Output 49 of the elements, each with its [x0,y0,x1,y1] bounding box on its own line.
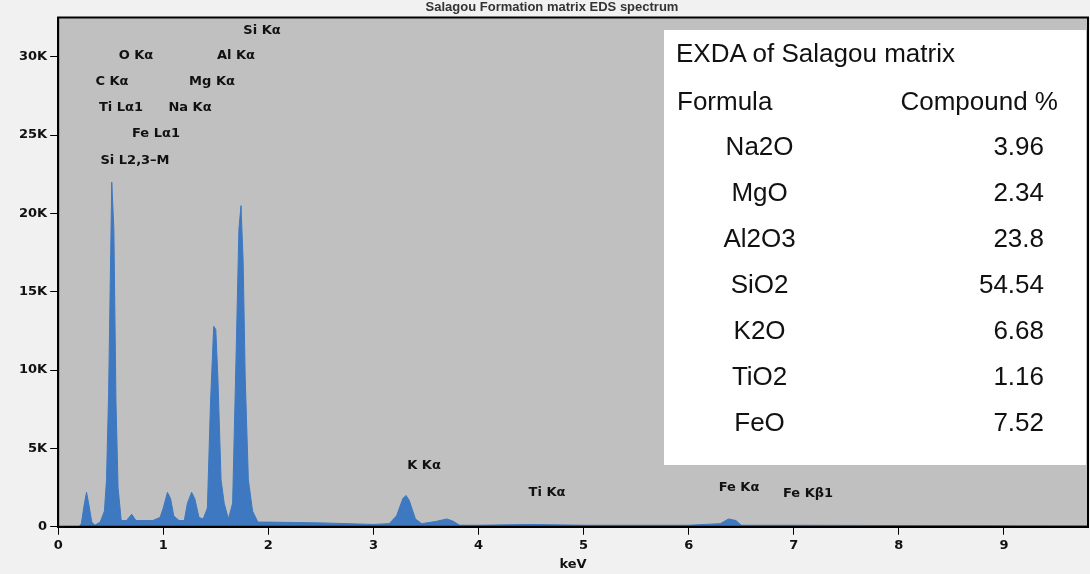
y-tick-label: 0 [38,518,48,534]
annotation: Si L2,3–M [100,152,170,168]
annotation: Na Kα [168,99,212,115]
y-tick-label: 15K [18,283,49,299]
category-label: TiO2 [730,359,789,393]
annotation: K Kα [407,457,441,473]
data-label: 23.8 [992,221,1045,255]
x-tick-label: 9 [999,536,1009,552]
category-label: SiO2 [729,267,790,301]
text: Formula [676,84,774,118]
annotation: Fe Lα1 [132,125,180,141]
y-tick-label: 25K [18,126,49,142]
x-tick-label: 3 [368,536,378,552]
x-tick-label: 2 [263,536,273,552]
annotation: Ti Kα [528,484,566,500]
y-tick-label: 5K [28,439,49,455]
category-label: K2O [732,313,787,347]
x-tick-label: 7 [789,536,799,552]
chart-title: Salagou Formation matrix EDS spectrum [425,0,679,15]
category-label: Na2O [724,129,795,163]
category-label: FeO [733,405,786,439]
y-tick-label: 30K [18,48,49,64]
x-tick-label: 8 [894,536,904,552]
annotation: Si Kα [243,22,281,38]
data-label: 3.96 [992,129,1045,163]
y-tick-label: 20K [18,204,49,220]
x-tick-label: 6 [684,536,694,552]
data-label: 54.54 [977,267,1045,301]
annotation: C Kα [95,73,129,89]
x-axis-title: keV [559,555,587,571]
annotation: Al Kα [216,47,256,63]
text: Compound % [899,84,1059,118]
text: EXDA of Salagou matrix [676,38,956,69]
x-tick-label: 5 [579,536,589,552]
annotation: Fe Kβ1 [782,485,834,501]
annotation: O Kα [118,47,154,63]
y-tick-label: 10K [18,361,49,377]
annotation: Ti Lα1 [98,99,144,115]
x-tick-label: 0 [53,536,63,552]
data-label: 6.68 [992,313,1045,347]
category-label: MgO [730,175,789,209]
x-tick-label: 1 [158,536,168,552]
data-label: 1.16 [992,359,1045,393]
data-label: 7.52 [992,405,1045,439]
x-tick-label: 4 [473,536,484,552]
annotation: Mg Kα [189,73,235,89]
category-label: Al2O3 [722,221,797,255]
annotation: Fe Kα [718,479,760,495]
data-label: 2.34 [992,175,1045,209]
